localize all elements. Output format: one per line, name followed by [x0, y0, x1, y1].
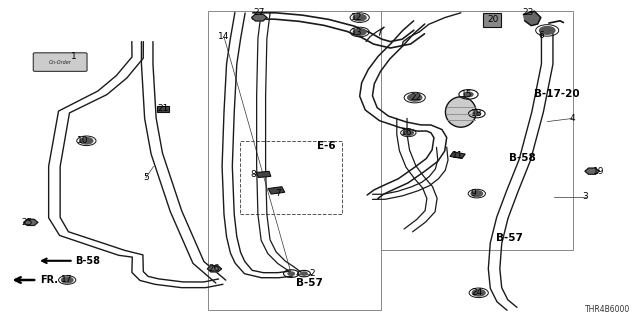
Polygon shape: [24, 219, 38, 226]
Text: B-57: B-57: [496, 233, 523, 244]
Text: 5: 5: [143, 173, 148, 182]
Text: FR.: FR.: [40, 275, 58, 285]
Text: On-Order: On-Order: [49, 60, 72, 65]
Text: 19: 19: [593, 167, 604, 176]
Bar: [268, 187, 285, 194]
Circle shape: [540, 27, 555, 34]
Text: 22: 22: [410, 93, 422, 102]
Text: 10: 10: [77, 136, 89, 145]
Text: 12: 12: [351, 13, 363, 22]
Polygon shape: [585, 168, 599, 174]
Text: 27: 27: [253, 8, 265, 17]
Ellipse shape: [445, 97, 476, 127]
Text: B-58: B-58: [76, 256, 100, 266]
Circle shape: [408, 94, 422, 101]
Circle shape: [61, 277, 73, 283]
Circle shape: [301, 272, 307, 275]
Text: 4: 4: [570, 114, 575, 123]
FancyBboxPatch shape: [33, 53, 87, 71]
Text: B-58: B-58: [509, 153, 536, 164]
Bar: [157, 106, 169, 112]
Text: 17: 17: [61, 276, 73, 284]
Text: 13: 13: [351, 28, 363, 36]
Text: 18: 18: [471, 109, 483, 118]
Circle shape: [80, 138, 93, 144]
Circle shape: [353, 29, 366, 35]
Polygon shape: [207, 266, 221, 272]
Bar: [257, 171, 271, 178]
Text: 6: 6: [538, 31, 543, 40]
Text: B-57: B-57: [296, 278, 323, 288]
Bar: [450, 152, 465, 158]
Circle shape: [471, 191, 483, 196]
Text: 14: 14: [218, 32, 230, 41]
Text: 7: 7: [276, 189, 281, 198]
Circle shape: [353, 14, 366, 21]
Text: 25: 25: [22, 218, 33, 227]
Text: 1: 1: [71, 52, 76, 60]
Text: 2: 2: [310, 269, 315, 278]
Text: 3: 3: [583, 192, 588, 201]
Bar: [240, 141, 342, 214]
Circle shape: [464, 92, 473, 97]
Circle shape: [288, 272, 294, 275]
Text: E-6: E-6: [317, 140, 335, 151]
Text: 24: 24: [471, 288, 483, 297]
Text: 21: 21: [157, 104, 169, 113]
Polygon shape: [524, 11, 541, 26]
Circle shape: [472, 290, 485, 296]
Text: 16: 16: [401, 128, 412, 137]
Text: 8: 8: [250, 170, 255, 179]
Text: 15: 15: [461, 90, 473, 99]
Text: B-17-20: B-17-20: [534, 89, 580, 100]
Circle shape: [403, 130, 413, 135]
Text: 11: 11: [452, 151, 463, 160]
Circle shape: [473, 112, 481, 116]
Text: 9: 9: [471, 189, 476, 198]
Bar: [483, 13, 501, 27]
Text: 23: 23: [522, 8, 534, 17]
Text: 20: 20: [487, 15, 499, 24]
Bar: [208, 11, 381, 310]
Text: THR4B6000: THR4B6000: [585, 305, 630, 314]
Text: 26: 26: [209, 264, 220, 273]
Polygon shape: [252, 14, 267, 21]
Bar: [381, 11, 573, 250]
